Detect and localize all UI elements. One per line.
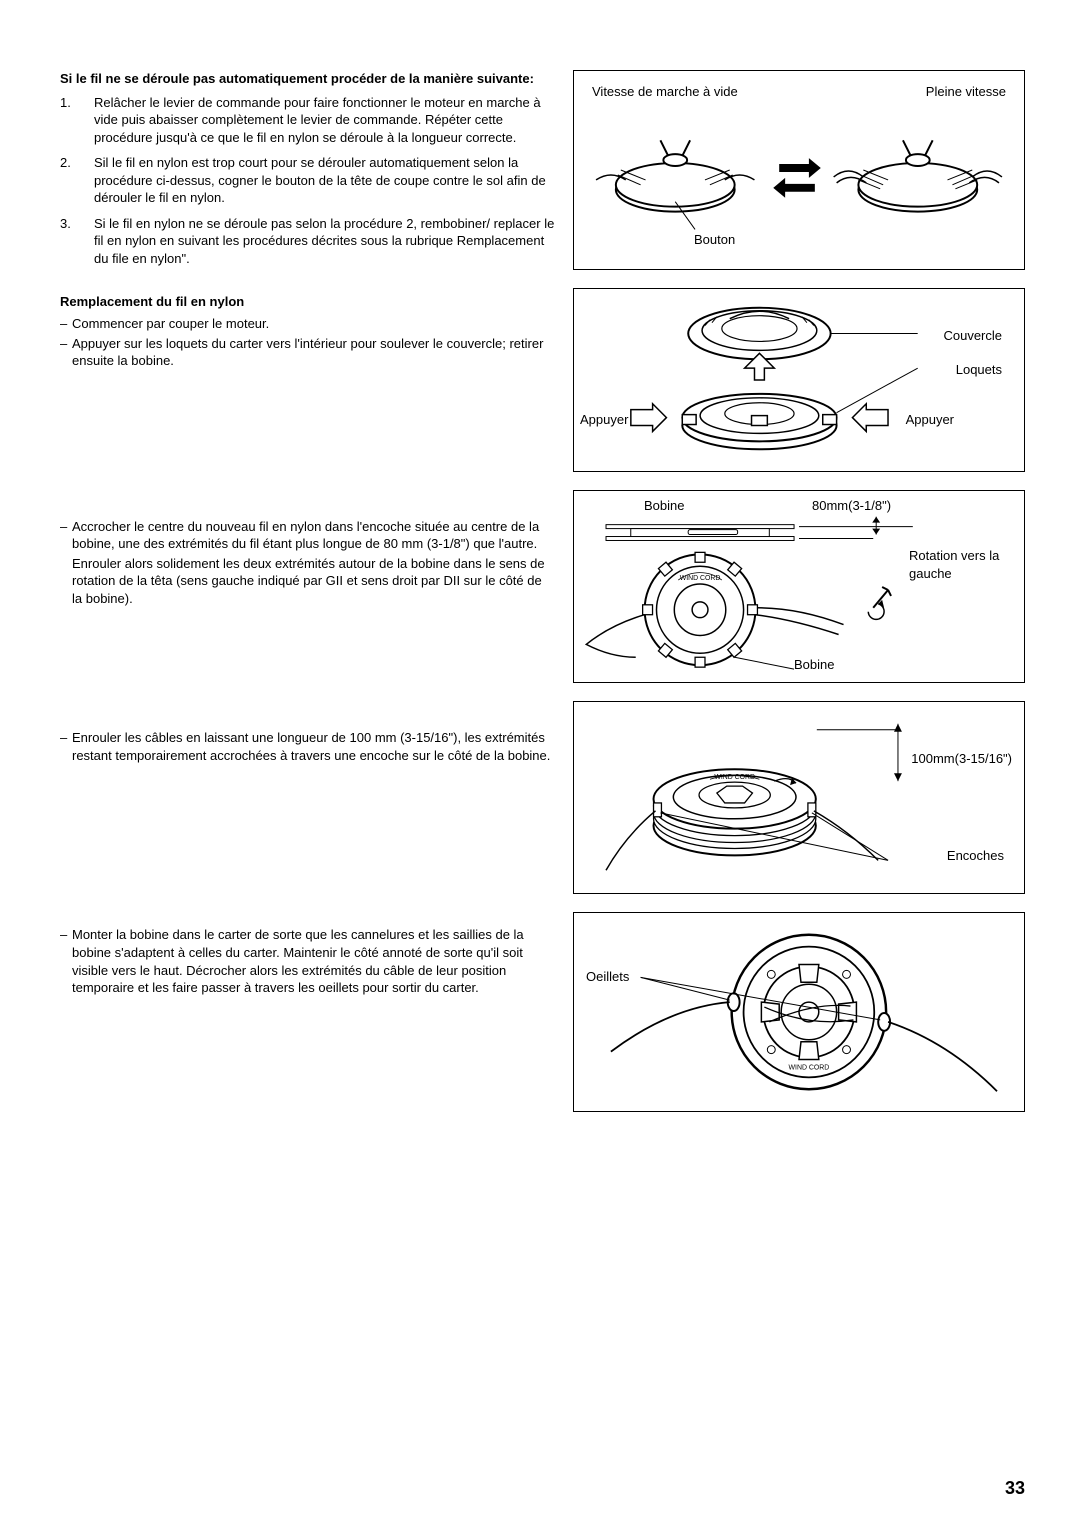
dash-icon: – [60,729,67,747]
dash-icon: – [60,335,67,353]
dash-list: –Enrouler les câbles en laissant une lon… [60,729,555,764]
section-heading: Si le fil ne se déroule pas automatiquem… [60,70,555,88]
figure-label: 100mm(3-15/16") [911,750,1012,768]
dash-item: –Appuyer sur les loquets du carter vers … [60,335,555,370]
figure-label: 80mm(3-1/8") [812,497,891,515]
sub-heading: Remplacement du fil en nylon [60,293,555,311]
dash-text: Accrocher le centre du nouveau fil en ny… [72,519,539,552]
figure-speed: Vitesse de marche à vide Pleine vitesse [573,70,1025,270]
numbered-list: 1. Relâcher le levier de commande pour fa… [60,94,555,268]
dash-icon: – [60,315,67,333]
figure-label: Appuyer [906,411,954,429]
list-text: Si le fil en nylon ne se déroule pas sel… [94,216,554,266]
list-number: 1. [60,94,71,112]
page-number: 33 [1005,1476,1025,1500]
dash-list: –Commencer par couper le moteur. –Appuye… [60,315,555,370]
figure-label: Bobine [794,656,834,674]
figure-label: Encoches [947,847,1004,865]
dash-text: Commencer par couper le moteur. [72,316,269,331]
dash-list: –Accrocher le centre du nouveau fil en n… [60,518,555,608]
list-item: 1.Relâcher le levier de commande pour fa… [82,94,555,147]
svg-text:WIND CORD: WIND CORD [789,1064,830,1071]
dash-list: –Monter la bobine dans le carter de sort… [60,926,555,996]
figure-label: Bouton [694,231,735,249]
dash-icon: – [60,926,67,944]
list-text: Sil le fil en nylon est trop court pour … [94,155,546,205]
list-text: Relâcher le levier de commande pour fair… [94,95,541,145]
dash-item: –Monter la bobine dans le carter de sort… [60,926,555,996]
list-number: 2. [60,154,71,172]
figure-label: Pleine vitesse [926,83,1006,101]
figure-label: Couvercle [943,327,1002,345]
figure-label: Rotation vers la gauche [909,547,1014,582]
list-item: 2.Sil le fil en nylon est trop court pou… [82,154,555,207]
figure-label: Vitesse de marche à vide [592,83,738,101]
eyelets-diagram-icon: WIND CORD [574,913,1024,1111]
figure-label: Oeillets [586,968,629,986]
figure-notches: 100mm(3-15/16") Encoches [573,701,1025,894]
figure-spool: Bobine 80mm(3-1/8") Rotation vers la gau… [573,490,1025,683]
figure-label: Bobine [644,497,684,515]
dash-item: –Accrocher le centre du nouveau fil en n… [60,518,555,553]
figure-label: Appuyer [580,411,628,429]
list-number: 3. [60,215,71,233]
svg-text:WIND CORD: WIND CORD [680,575,721,582]
speed-diagram-icon [574,71,1024,269]
dash-text: Enrouler alors solidement les deux extré… [72,556,545,606]
dash-item: Enrouler alors solidement les deux extré… [60,555,555,608]
dash-item: –Commencer par couper le moteur. [60,315,555,333]
figure-cover: Couvercle Loquets Appuyer Appuyer [573,288,1025,472]
dash-item: –Enrouler les câbles en laissant une lon… [60,729,555,764]
dash-text: Enrouler les câbles en laissant une long… [72,730,550,763]
figure-label: Loquets [956,361,1002,379]
cover-diagram-icon [574,289,1024,471]
dash-text: Appuyer sur les loquets du carter vers l… [72,336,543,369]
list-item: 3.Si le fil en nylon ne se déroule pas s… [82,215,555,268]
figure-eyelets: Oeillets [573,912,1025,1112]
svg-text:WIND CORD: WIND CORD [714,774,755,781]
dash-icon: – [60,518,67,536]
dash-text: Monter la bobine dans le carter de sorte… [72,927,524,995]
spool-diagram-icon: WIND CORD [574,491,1024,682]
